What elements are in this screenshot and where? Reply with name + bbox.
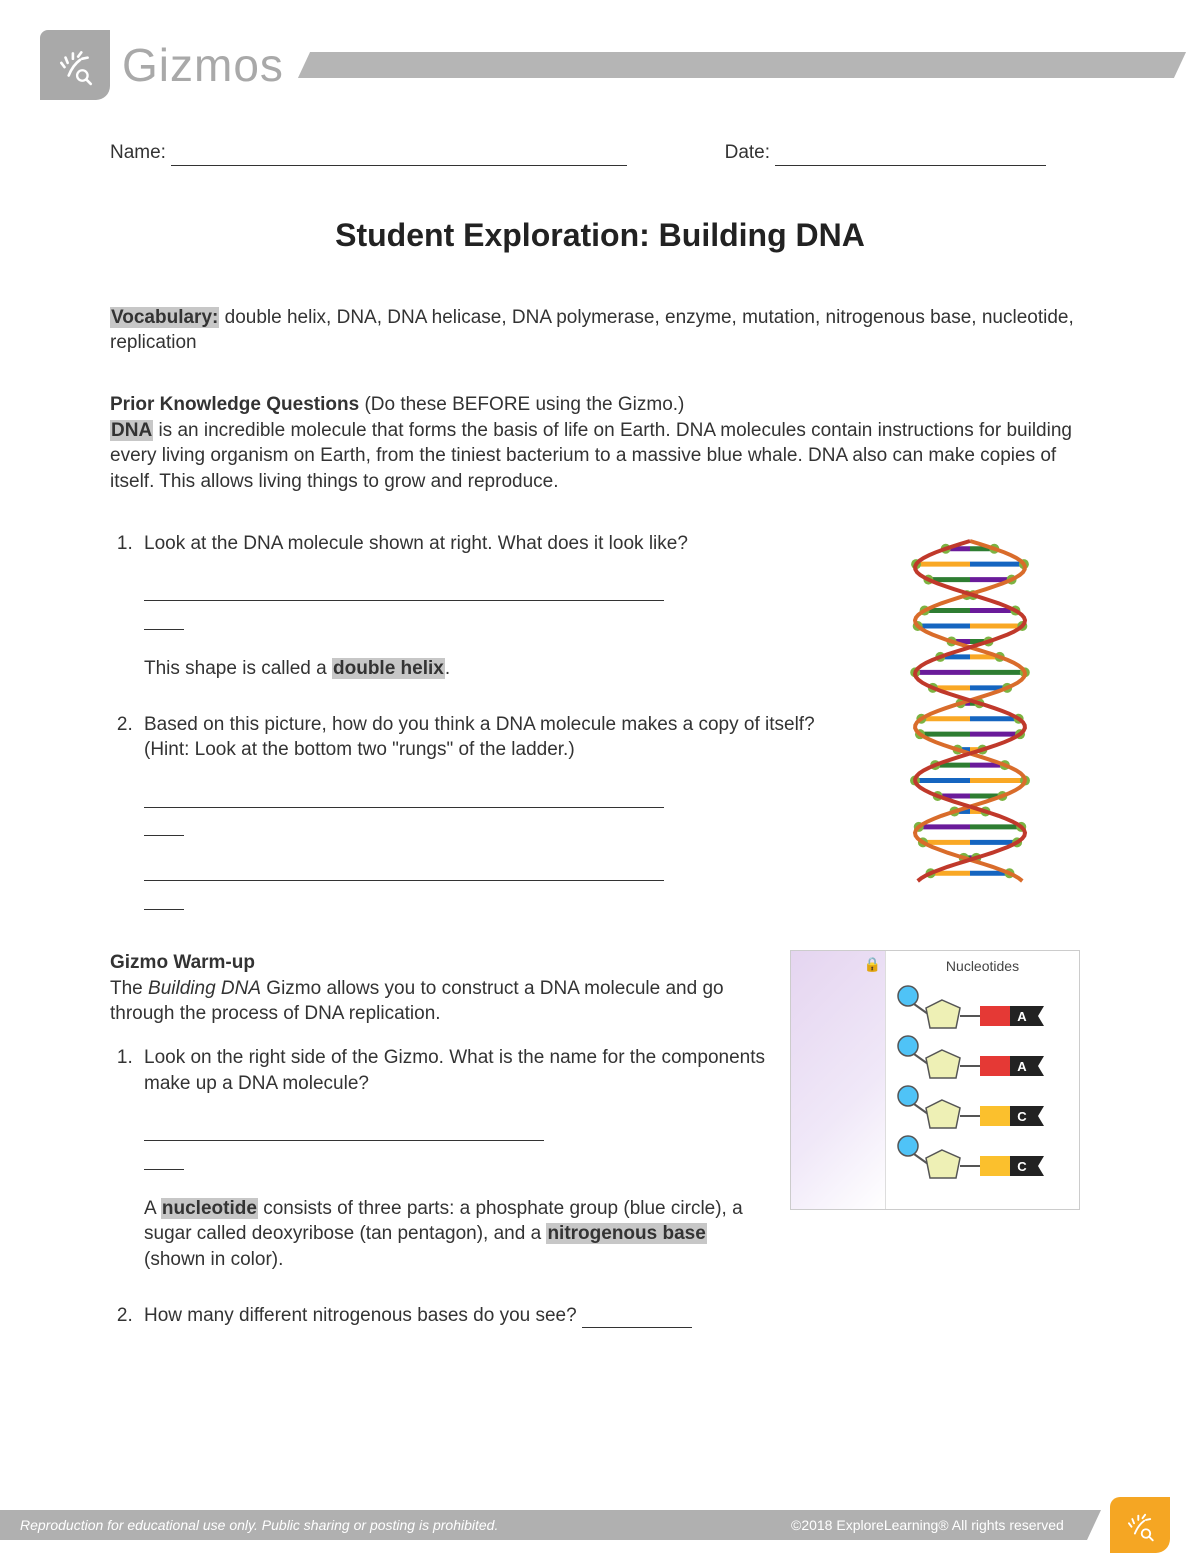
- footer-logo-icon: [1110, 1497, 1170, 1553]
- footer: Reproduction for educational use only. P…: [0, 1497, 1200, 1553]
- warmup-intro: The Building DNA Gizmo allows you to con…: [110, 976, 770, 1027]
- footer-right-text: ©2018 ExploreLearning® All rights reserv…: [791, 1517, 1064, 1533]
- svg-text:A: A: [1017, 1059, 1027, 1074]
- warmup-questions-list: Look on the right side of the Gizmo. Wha…: [110, 1045, 770, 1328]
- svg-text:C: C: [1017, 1109, 1027, 1124]
- warmup-heading: Gizmo Warm-up: [110, 950, 770, 976]
- nucleotide-term: nucleotide: [161, 1198, 258, 1219]
- answer-blank[interactable]: [144, 578, 664, 601]
- name-date-row: Name: Date:: [110, 140, 1090, 166]
- vocab-label: Vocabulary:: [110, 307, 219, 328]
- banner-stripe: [298, 52, 1186, 78]
- warmup-q1-text: Look on the right side of the Gizmo. Wha…: [144, 1047, 765, 1094]
- prior-heading: Prior Knowledge Questions: [110, 394, 359, 415]
- prior-q1-text: Look at the DNA molecule shown at right.…: [144, 533, 688, 554]
- footer-left-text: Reproduction for educational use only. P…: [20, 1517, 498, 1533]
- answer-blank[interactable]: [144, 607, 184, 630]
- answer-blank[interactable]: [144, 1147, 184, 1170]
- nucleotide-definition: A nucleotide consists of three parts: a …: [144, 1196, 770, 1273]
- warmup-q1: Look on the right side of the Gizmo. Wha…: [138, 1045, 770, 1273]
- name-blank[interactable]: [171, 145, 627, 166]
- answer-blank[interactable]: [144, 1118, 544, 1141]
- shape-pre: This shape is called a: [144, 658, 332, 679]
- vocab-terms: double helix, DNA, DNA helicase, DNA pol…: [110, 307, 1074, 354]
- answer-blank-inline[interactable]: [582, 1309, 692, 1328]
- date-label: Date:: [725, 142, 770, 163]
- page-title: Student Exploration: Building DNA: [110, 214, 1090, 257]
- nitrogenous-base-term: nitrogenous base: [546, 1223, 706, 1244]
- answer-blank[interactable]: [144, 858, 664, 881]
- prior-intro: is an incredible molecule that forms the…: [110, 420, 1072, 492]
- nucleotide-item: C: [894, 1132, 1071, 1182]
- brand-text: Gizmos: [122, 38, 284, 92]
- cell-background: 🔒: [791, 951, 886, 1209]
- prior-note: (Do these BEFORE using the Gizmo.): [364, 394, 684, 415]
- dna-term: DNA: [110, 420, 153, 441]
- answer-blank[interactable]: [144, 785, 664, 808]
- nucleotides-panel: 🔒 Nucleotides A A C C: [790, 950, 1080, 1210]
- header-banner: Gizmos: [0, 0, 1200, 110]
- answer-blank[interactable]: [144, 814, 184, 837]
- nucleotide-item: A: [894, 982, 1071, 1032]
- prior-knowledge-section: Prior Knowledge Questions (Do these BEFO…: [110, 392, 1090, 495]
- answer-blank[interactable]: [144, 887, 184, 910]
- nucleotide-item: A: [894, 1032, 1071, 1082]
- prior-questions-list: Look at the DNA molecule shown at right.…: [110, 531, 850, 910]
- date-blank[interactable]: [775, 145, 1045, 166]
- prior-q2-text: Based on this picture, how do you think …: [144, 714, 815, 761]
- warmup-q2-text: How many different nitrogenous bases do …: [144, 1305, 582, 1326]
- dna-helix-figure: [870, 531, 1090, 940]
- prior-q1: Look at the DNA molecule shown at right.…: [138, 531, 850, 682]
- double-helix-term: double helix: [332, 658, 445, 679]
- lock-icon: 🔒: [864, 955, 881, 974]
- brand-logo-icon: [40, 30, 110, 100]
- nucleotides-title: Nucleotides: [894, 957, 1071, 976]
- svg-text:C: C: [1017, 1159, 1027, 1174]
- prior-q2: Based on this picture, how do you think …: [138, 712, 850, 910]
- vocabulary-section: Vocabulary: double helix, DNA, DNA helic…: [110, 305, 1090, 356]
- name-label: Name:: [110, 142, 166, 163]
- nucleotide-item: C: [894, 1082, 1071, 1132]
- svg-text:A: A: [1017, 1009, 1027, 1024]
- warmup-q2: How many different nitrogenous bases do …: [138, 1303, 770, 1329]
